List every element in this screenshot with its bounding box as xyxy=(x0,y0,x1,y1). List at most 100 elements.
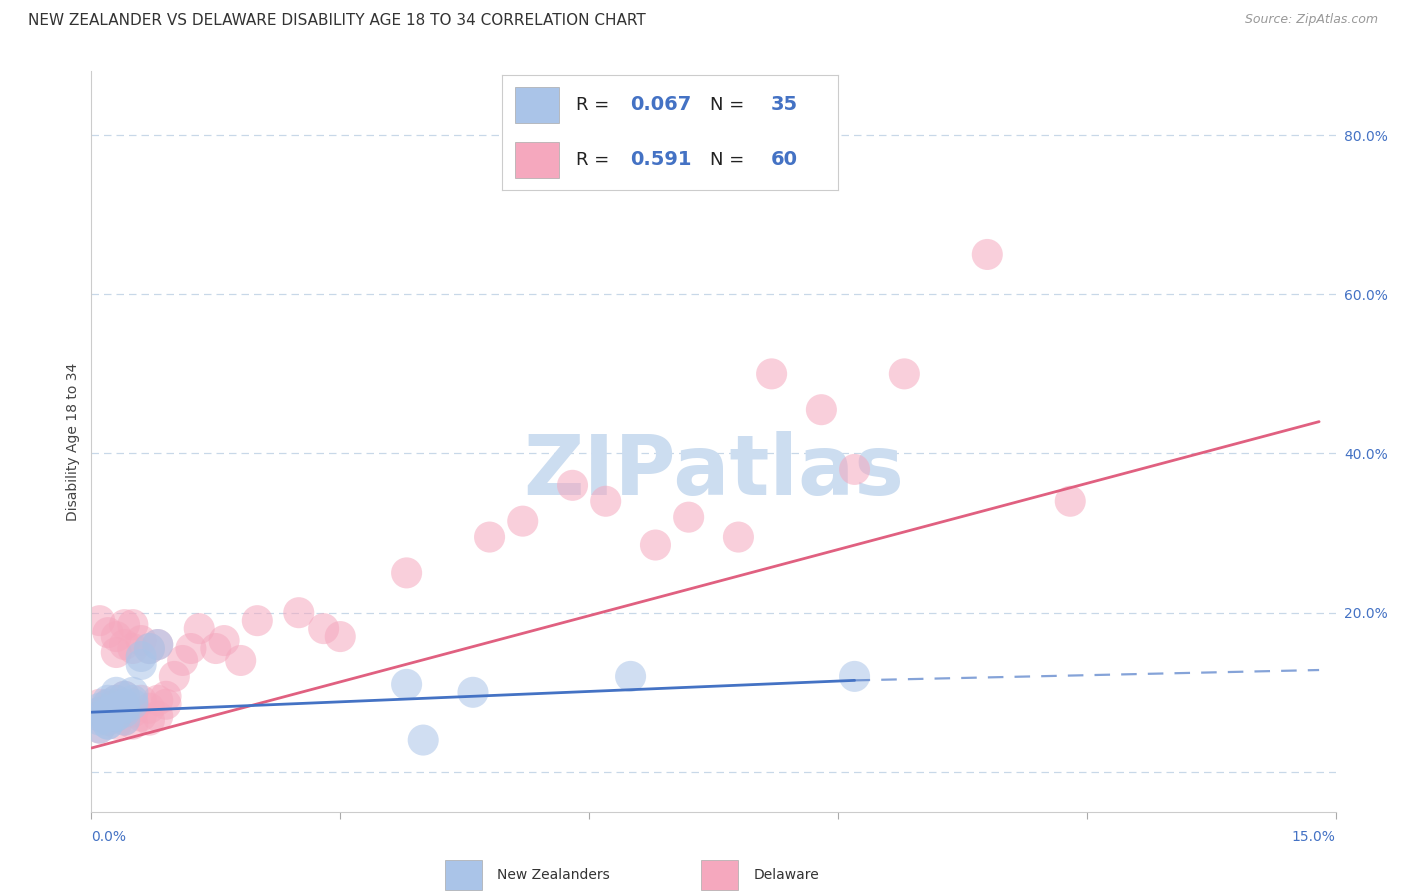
Point xyxy=(329,630,352,644)
Y-axis label: Disability Age 18 to 34: Disability Age 18 to 34 xyxy=(66,362,80,521)
Point xyxy=(810,402,832,417)
Point xyxy=(644,538,666,552)
Point xyxy=(114,701,136,715)
Point xyxy=(97,693,120,707)
Point xyxy=(163,669,186,683)
Point xyxy=(97,705,120,719)
Point xyxy=(105,709,128,723)
Point xyxy=(105,693,128,707)
Text: Source: ZipAtlas.com: Source: ZipAtlas.com xyxy=(1244,13,1378,27)
Point xyxy=(512,514,534,528)
Point xyxy=(138,641,160,656)
Point xyxy=(105,646,128,660)
Point xyxy=(97,698,120,712)
Point xyxy=(105,701,128,715)
Point xyxy=(105,717,128,731)
Point xyxy=(97,717,120,731)
Point xyxy=(97,709,120,723)
Point xyxy=(105,698,128,712)
Point xyxy=(89,705,111,719)
Point xyxy=(97,701,120,715)
Point xyxy=(121,693,145,707)
Point xyxy=(89,709,111,723)
Point xyxy=(89,698,111,712)
Point xyxy=(155,690,177,704)
Point xyxy=(180,641,202,656)
Point xyxy=(205,641,228,656)
Point xyxy=(89,721,111,735)
Point xyxy=(893,367,915,381)
Point xyxy=(129,633,152,648)
Point xyxy=(246,614,269,628)
Point xyxy=(114,690,136,704)
Point xyxy=(105,693,128,707)
Point xyxy=(129,657,152,672)
Point xyxy=(146,693,169,707)
Point xyxy=(412,733,434,747)
Point xyxy=(105,685,128,699)
Point xyxy=(89,701,111,715)
Point xyxy=(121,641,145,656)
Point xyxy=(146,638,169,652)
Point xyxy=(114,713,136,727)
Point xyxy=(129,693,152,707)
Point xyxy=(844,462,866,476)
Point xyxy=(121,698,145,712)
Text: NEW ZEALANDER VS DELAWARE DISABILITY AGE 18 TO 34 CORRELATION CHART: NEW ZEALANDER VS DELAWARE DISABILITY AGE… xyxy=(28,13,645,29)
Point xyxy=(561,478,583,492)
Point xyxy=(595,494,617,508)
Point xyxy=(478,530,501,544)
Point xyxy=(138,701,160,715)
Point xyxy=(188,622,211,636)
Text: 0.0%: 0.0% xyxy=(91,830,127,844)
Point xyxy=(129,709,152,723)
Point xyxy=(138,713,160,727)
Point xyxy=(129,649,152,664)
Point xyxy=(89,713,111,727)
Point xyxy=(97,625,120,640)
Point xyxy=(121,717,145,731)
Point xyxy=(976,247,998,261)
Point xyxy=(97,713,120,727)
Point xyxy=(312,622,335,636)
Text: ZIPatlas: ZIPatlas xyxy=(523,431,904,512)
Point xyxy=(212,633,235,648)
Point xyxy=(138,641,160,656)
Point xyxy=(114,698,136,712)
Point xyxy=(105,701,128,715)
Point xyxy=(461,685,484,699)
Point xyxy=(89,721,111,735)
Point xyxy=(395,566,418,580)
Point xyxy=(844,669,866,683)
Point xyxy=(114,701,136,715)
Point xyxy=(97,698,120,712)
Point xyxy=(287,606,309,620)
Text: 15.0%: 15.0% xyxy=(1292,830,1336,844)
Point xyxy=(121,685,145,699)
Point xyxy=(89,614,111,628)
Point xyxy=(1059,494,1081,508)
Point xyxy=(97,717,120,731)
Point xyxy=(89,705,111,719)
Point xyxy=(395,677,418,691)
Point xyxy=(229,653,252,667)
Point xyxy=(114,617,136,632)
Point xyxy=(155,698,177,712)
Point xyxy=(761,367,783,381)
Point xyxy=(89,709,111,723)
Point xyxy=(172,653,194,667)
Point xyxy=(619,669,641,683)
Point xyxy=(146,638,169,652)
Point xyxy=(105,630,128,644)
Point xyxy=(121,705,145,719)
Point xyxy=(121,617,145,632)
Point xyxy=(114,690,136,704)
Point xyxy=(105,709,128,723)
Point xyxy=(114,713,136,727)
Point xyxy=(114,705,136,719)
Point xyxy=(727,530,749,544)
Point xyxy=(97,713,120,727)
Point xyxy=(105,709,128,723)
Point xyxy=(146,709,169,723)
Point xyxy=(114,638,136,652)
